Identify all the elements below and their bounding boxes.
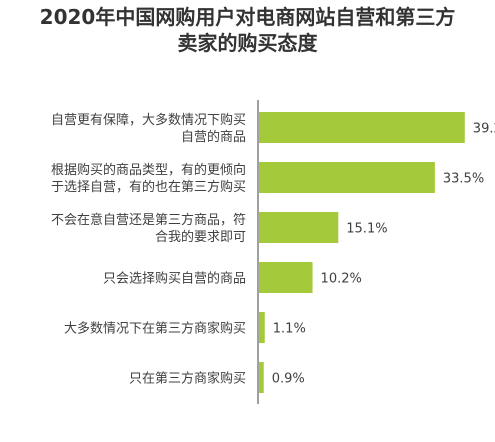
value-label-5: 0.9% <box>272 372 305 387</box>
value-label-2: 15.1% <box>346 222 387 237</box>
value-label-4: 1.1% <box>273 322 306 337</box>
value-label-1: 33.5% <box>443 172 484 187</box>
category-label-4-line-0: 大多数情况下在第三方商家购买 <box>64 321 246 337</box>
category-label-5-line-0: 只在第三方商家购买 <box>129 371 246 387</box>
value-label-3: 10.2% <box>321 272 362 287</box>
category-label-0-line-1: 自营的商品 <box>181 129 246 145</box>
bar-3 <box>259 262 313 293</box>
category-label-1-line-0: 根据购买的商品类型，有的更倾向 <box>51 162 246 178</box>
category-label-2-line-0: 不会在意自营还是第三方商品，符 <box>51 212 246 228</box>
category-label-3-line-0: 只会选择购买自营的商品 <box>103 271 246 287</box>
bar-2 <box>259 212 339 243</box>
category-label-0-line-0: 自营更有保障，大多数情况下购买 <box>51 112 246 128</box>
value-label-0: 39.2% <box>473 122 495 137</box>
bar-4 <box>259 312 265 343</box>
chart-title: 2020年中国网购用户对电商网站自营和第三方 卖家的购买态度 <box>0 4 495 56</box>
chart-title-line-2: 卖家的购买态度 <box>177 31 318 55</box>
category-label-1-line-1: 于选择自营，有的也在第三方购买 <box>51 179 246 195</box>
bar-5 <box>259 362 264 393</box>
bar-1 <box>259 162 435 193</box>
chart-title-line-1: 2020年中国网购用户对电商网站自营和第三方 <box>39 5 456 29</box>
category-label-2-line-1: 合我的要求即可 <box>155 229 246 245</box>
bar-0 <box>259 112 465 143</box>
